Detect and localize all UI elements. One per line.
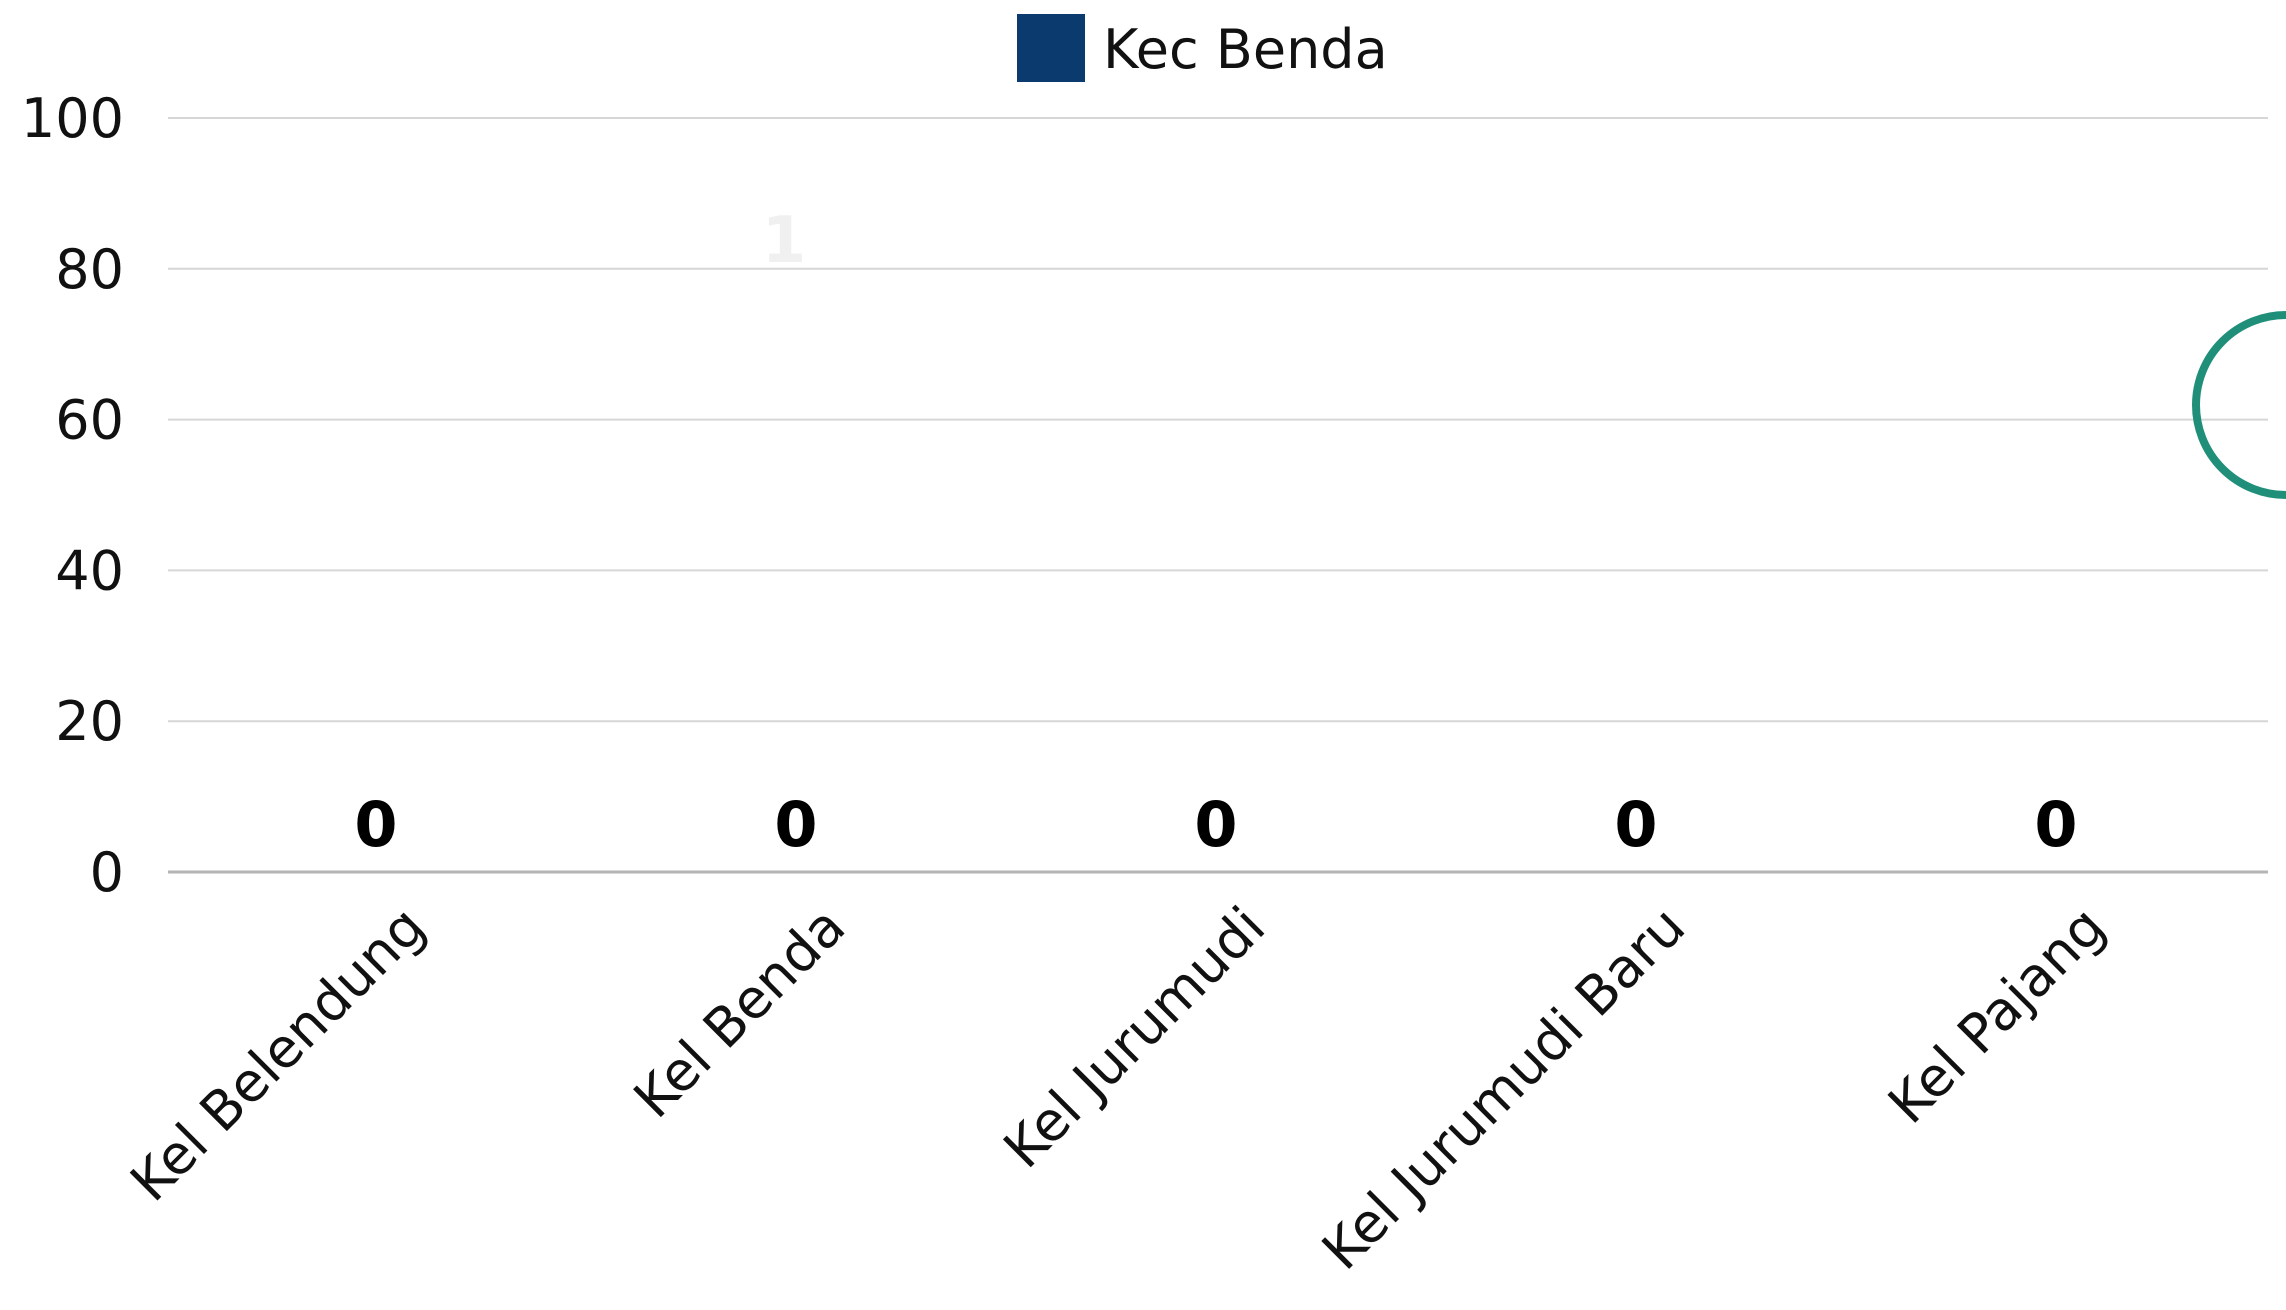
data-labels: 0 0 0 0 0 bbox=[354, 788, 2077, 861]
x-category-label: Kel Belendung bbox=[118, 895, 437, 1214]
legend-label-kec-benda: Kec Benda bbox=[1103, 18, 1388, 81]
data-label: 0 bbox=[1614, 788, 1657, 861]
y-tick-label: 60 bbox=[55, 389, 124, 452]
y-tick-label: 20 bbox=[55, 690, 124, 753]
y-tick-label: 40 bbox=[55, 539, 124, 602]
x-category-label: Kel Benda bbox=[622, 895, 857, 1130]
data-label: 0 bbox=[774, 788, 817, 861]
x-category-label: Kel Pajang bbox=[1876, 895, 2117, 1136]
data-label: 0 bbox=[354, 788, 397, 861]
faint-annotation: 1 bbox=[762, 204, 807, 278]
legend-swatch-kec-benda bbox=[1017, 14, 1085, 82]
y-tick-label: 100 bbox=[21, 87, 124, 150]
data-label: 0 bbox=[2034, 788, 2077, 861]
data-label: 0 bbox=[1194, 788, 1237, 861]
decorative-accent-arc bbox=[2192, 311, 2286, 499]
y-tick-label: 0 bbox=[90, 841, 124, 904]
x-axis-categories: Kel Belendung Kel Benda Kel Jurumudi Kel Ju… bbox=[118, 895, 2117, 1282]
y-tick-label: 80 bbox=[55, 238, 124, 301]
x-category-label: Kel Jurumudi bbox=[992, 895, 1278, 1181]
legend: Kec Benda bbox=[1017, 14, 1388, 82]
y-axis-ticks: 0 20 40 60 80 100 bbox=[21, 87, 124, 904]
x-category-label: Kel Jurumudi Baru bbox=[1310, 895, 1697, 1282]
gridlines bbox=[168, 117, 2268, 874]
